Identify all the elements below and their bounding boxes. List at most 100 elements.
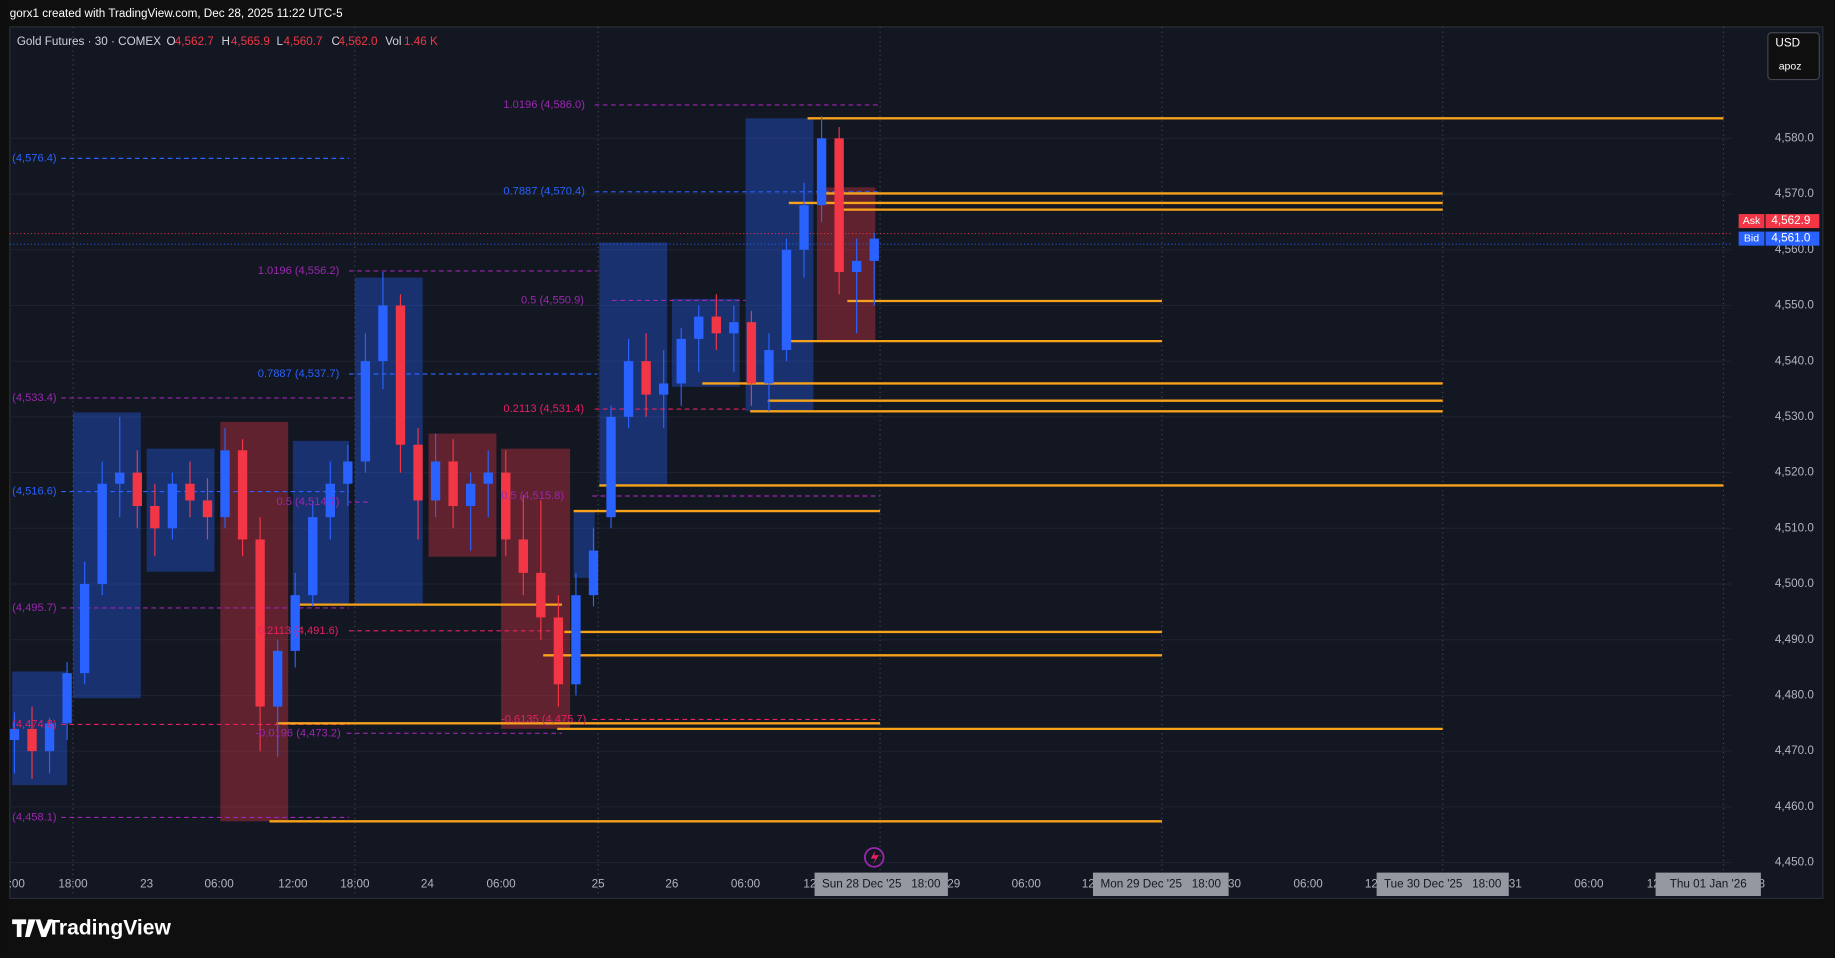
x-tick-label: 12: [1365, 877, 1378, 890]
fib-label: (4,458.1): [12, 811, 57, 823]
candle-body: [764, 350, 774, 384]
x-tick-label: 24: [421, 877, 435, 890]
fib-label: (4,516.6): [12, 485, 57, 497]
fib-label: -0.6135 (4,475.7): [501, 713, 587, 725]
chart-pane: [9, 26, 1824, 899]
candle-body: [150, 506, 160, 529]
candle-body: [44, 723, 55, 752]
legend-item: Vol: [385, 35, 401, 48]
legend-item: C: [331, 35, 339, 48]
candle-body: [167, 483, 178, 529]
candle-body: [395, 305, 406, 445]
ask-tag: [1738, 214, 1765, 229]
candle-body: [518, 539, 528, 573]
candle-body: [641, 361, 651, 395]
zone: [292, 440, 350, 604]
candle-body: [79, 584, 90, 674]
bid-name: Bid: [1744, 232, 1759, 244]
x-tick-label: 29: [947, 877, 960, 890]
candle-body: [27, 728, 37, 752]
candle-body: [308, 517, 318, 596]
y-tick-label: 4,510.0: [1775, 521, 1814, 534]
bid-price: 4,561.0: [1771, 232, 1810, 245]
y-tick-label: 4,530.0: [1775, 410, 1814, 423]
account: apoz: [1779, 60, 1802, 72]
y-tick-label: 4,460.0: [1775, 800, 1814, 813]
y-tick-label: 4,470.0: [1775, 744, 1814, 757]
candle-body: [430, 461, 441, 501]
x-tick-label: 30: [1228, 877, 1242, 890]
candle-body: [694, 316, 704, 339]
candle-body: [501, 472, 511, 540]
candle-body: [588, 550, 599, 596]
x-tick-label: 23: [140, 877, 153, 890]
fib-label: -0.0196 (4,473.2): [255, 727, 341, 739]
candle-body: [378, 305, 388, 362]
fib-label: 0.2113 (4,531.4): [503, 403, 584, 415]
x-tick-label: Mon 29 Dec '25 18:00: [1101, 877, 1222, 890]
legend-item: 4,562.7: [175, 35, 214, 48]
x-label-box: [1376, 872, 1509, 897]
legend-item: L: [276, 35, 283, 48]
fib-label: 0.5 (4,514.7): [276, 496, 339, 508]
candle-body: [851, 260, 862, 273]
candle-body: [676, 338, 686, 384]
fib-label: 0.5 (4,515.8): [501, 490, 564, 502]
currency-box[interactable]: [1767, 32, 1820, 81]
x-tick-label: 12: [803, 877, 816, 890]
x-tick-label: 06:00: [1012, 877, 1042, 890]
fib-label: (4,533.4): [12, 392, 57, 404]
x-tick-label: 06:00: [731, 877, 761, 890]
candle-body: [360, 361, 371, 462]
candle-body: [606, 416, 616, 518]
x-tick-label: 06:00: [1574, 877, 1604, 890]
candle-body: [237, 450, 248, 540]
x-tick-label: 12: [1082, 877, 1095, 890]
candle-body: [9, 728, 20, 741]
legend-item: 1.46 K: [404, 35, 438, 48]
candle-body: [571, 595, 581, 685]
candle-body: [834, 138, 844, 273]
fib-label: 0.7887 (4,570.4): [503, 186, 585, 198]
x-label-box: [1655, 872, 1761, 897]
fib-label: (4,576.4): [12, 152, 57, 164]
candle-body: [623, 361, 634, 417]
candle-body: [255, 539, 265, 707]
bid-tag: [1738, 231, 1765, 246]
legend-item: 4,562.0: [338, 35, 377, 48]
y-tick-label: 4,560.0: [1775, 243, 1814, 256]
candle-body: [483, 472, 493, 484]
y-tick-label: 4,500.0: [1775, 577, 1814, 590]
candle-body: [448, 461, 458, 507]
fib-label: (4,474.8): [12, 718, 57, 730]
fib-label: 1.0196 (4,586.0): [503, 99, 585, 111]
candle-body: [132, 472, 142, 507]
legend-item: 4,565.9: [231, 35, 270, 48]
candle-body: [325, 483, 335, 518]
y-tick-label: 4,490.0: [1775, 633, 1814, 646]
y-tick-label: 4,580.0: [1775, 131, 1814, 144]
header: gorx1 created with TradingView.com, Dec …: [10, 7, 343, 20]
y-tick-label: 4,540.0: [1775, 354, 1814, 367]
candle-body: [62, 673, 72, 724]
event-bolt: [870, 850, 879, 865]
fib-label: 0.7887 (4,537.7): [258, 368, 340, 380]
x-tick-label: 18:00: [58, 877, 88, 890]
candle-body: [413, 444, 423, 501]
event-icon[interactable]: [863, 847, 885, 868]
zone: [745, 118, 814, 412]
currency: USD: [1775, 36, 1800, 49]
legend-item: 4,560.7: [284, 35, 323, 48]
y-tick-label: 4,450.0: [1775, 856, 1814, 869]
candle-body: [465, 483, 476, 507]
candle-body: [97, 483, 107, 585]
legend-item: Gold Futures · 30 · COMEX: [17, 35, 161, 48]
fib-label: 0.5 (4,550.9): [521, 294, 584, 306]
candle-body: [658, 383, 669, 395]
candle-body: [711, 316, 721, 334]
y-tick-label: 4,570.0: [1775, 187, 1814, 200]
x-tick-label: 31: [1509, 877, 1522, 890]
candle-body: [185, 483, 195, 501]
zone: [220, 421, 289, 822]
